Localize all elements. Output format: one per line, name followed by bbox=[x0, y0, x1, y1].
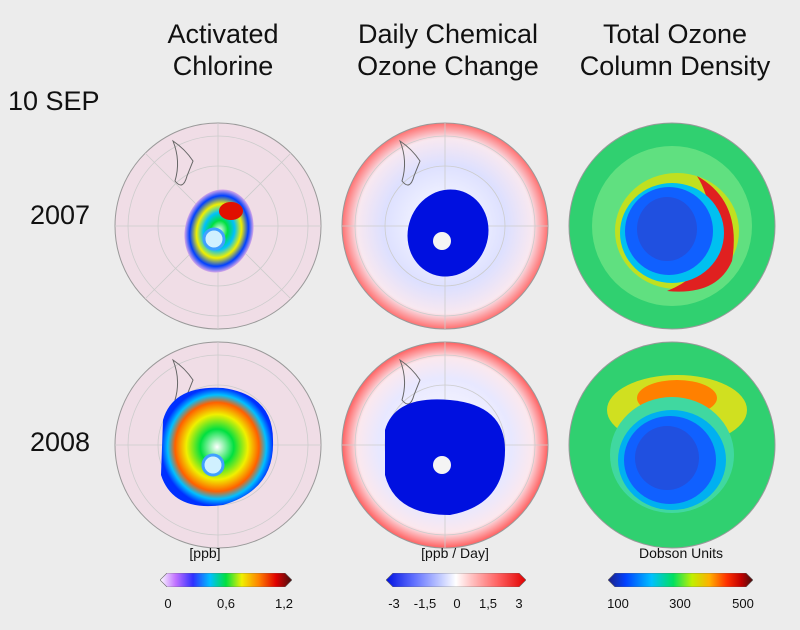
tick-ozone-change-4: 3 bbox=[515, 596, 523, 611]
map-ozone-change-2008 bbox=[340, 340, 550, 550]
tick-ozone-change-1: -1,5 bbox=[413, 596, 437, 611]
tick-chlorine-2: 1,2 bbox=[274, 596, 294, 611]
map-chlorine-2008 bbox=[113, 340, 323, 550]
map-chlorine-2007 bbox=[113, 121, 323, 331]
tick-ozone-change-3: 1,5 bbox=[478, 596, 498, 611]
row-label-2007: 2007 bbox=[29, 200, 91, 230]
tick-chlorine-0: 0 bbox=[164, 596, 172, 611]
tick-dobson-1: 300 bbox=[669, 596, 691, 611]
colorbar-dobson bbox=[608, 573, 753, 587]
tick-ozone-change-2: 0 bbox=[453, 596, 461, 611]
map-ozone-change-2007 bbox=[340, 121, 550, 331]
row-label-2008: 2008 bbox=[29, 427, 91, 457]
tick-dobson-2: 500 bbox=[732, 596, 754, 611]
date-label: 10 SEP bbox=[8, 86, 100, 116]
legend-title-ozone-change: [ppb / Day] bbox=[421, 545, 489, 561]
legend-title-dobson: Dobson Units bbox=[638, 545, 724, 561]
colorbar-chlorine bbox=[160, 573, 292, 587]
title-ozone-column: Total Ozone Column Density bbox=[579, 19, 771, 81]
tick-ozone-change-0: -3 bbox=[388, 596, 400, 611]
title-ozone-change: Daily Chemical Ozone Change bbox=[357, 19, 539, 81]
map-ozone-column-2008 bbox=[567, 340, 777, 550]
legend-title-chlorine: [ppb] bbox=[189, 545, 221, 561]
tick-chlorine-1: 0,6 bbox=[216, 596, 236, 611]
title-activated-chlorine: Activated Chlorine bbox=[167, 19, 279, 81]
map-ozone-column-2007 bbox=[567, 121, 777, 331]
colorbar-ozone-change bbox=[386, 573, 526, 587]
tick-dobson-0: 100 bbox=[607, 596, 629, 611]
